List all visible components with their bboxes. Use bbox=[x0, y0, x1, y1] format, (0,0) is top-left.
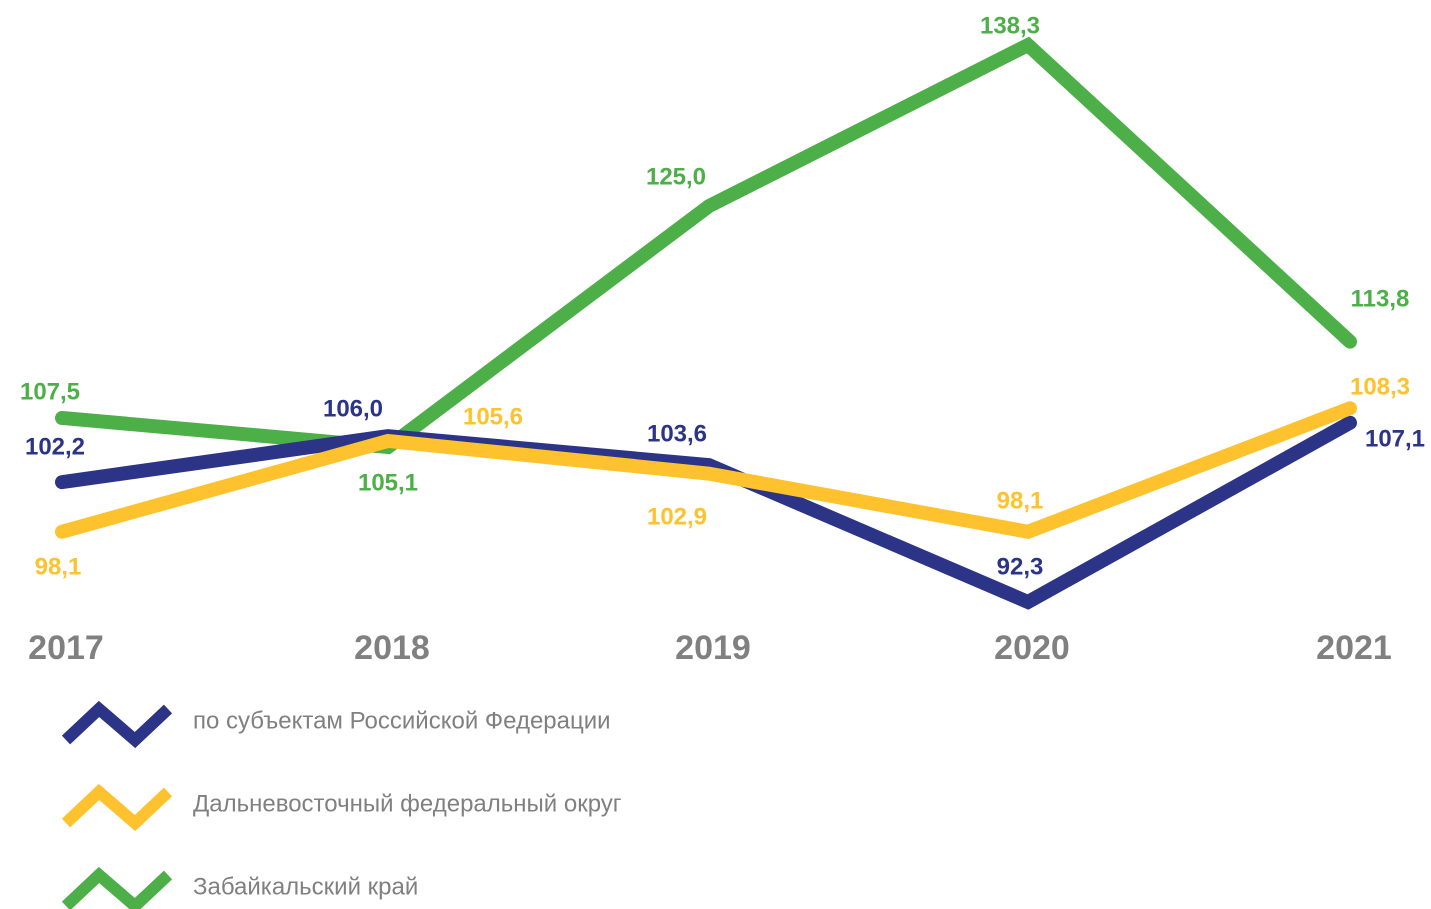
data-label: 138,3 bbox=[980, 12, 1040, 39]
x-tick-label: 2021 bbox=[1316, 629, 1392, 667]
data-label: 107,1 bbox=[1365, 425, 1425, 452]
data-label: 113,8 bbox=[1351, 285, 1410, 312]
data-label: 102,2 bbox=[25, 433, 85, 460]
data-label: 102,9 bbox=[647, 503, 707, 530]
x-tick-label: 2017 bbox=[28, 629, 104, 667]
data-label: 125,0 bbox=[646, 163, 706, 190]
legend-icon bbox=[61, 866, 173, 909]
x-tick-label: 2020 bbox=[994, 629, 1070, 667]
legend-icon bbox=[61, 700, 173, 749]
series-line bbox=[55, 401, 1357, 540]
series-line bbox=[55, 36, 1357, 455]
x-tick-label: 2019 bbox=[675, 629, 751, 667]
data-label: 98,1 bbox=[997, 487, 1044, 514]
legend-label: Дальневосточный федеральный округ bbox=[193, 790, 622, 817]
series-line bbox=[55, 415, 1357, 610]
legend-label: по субъектам Российской Федерации bbox=[193, 707, 611, 734]
data-label: 107,5 bbox=[20, 378, 80, 405]
data-label: 98,1 bbox=[35, 553, 82, 580]
data-label: 106,0 bbox=[323, 395, 383, 422]
data-label: 108,3 bbox=[1350, 373, 1410, 400]
x-tick-label: 2018 bbox=[354, 629, 430, 667]
data-label: 103,6 bbox=[647, 420, 707, 447]
legend-icon bbox=[61, 783, 173, 832]
data-label: 92,3 bbox=[997, 553, 1044, 580]
legend-label: Забайкальский край bbox=[193, 873, 418, 900]
data-label: 105,1 bbox=[358, 469, 418, 496]
data-label: 105,6 bbox=[463, 403, 523, 430]
